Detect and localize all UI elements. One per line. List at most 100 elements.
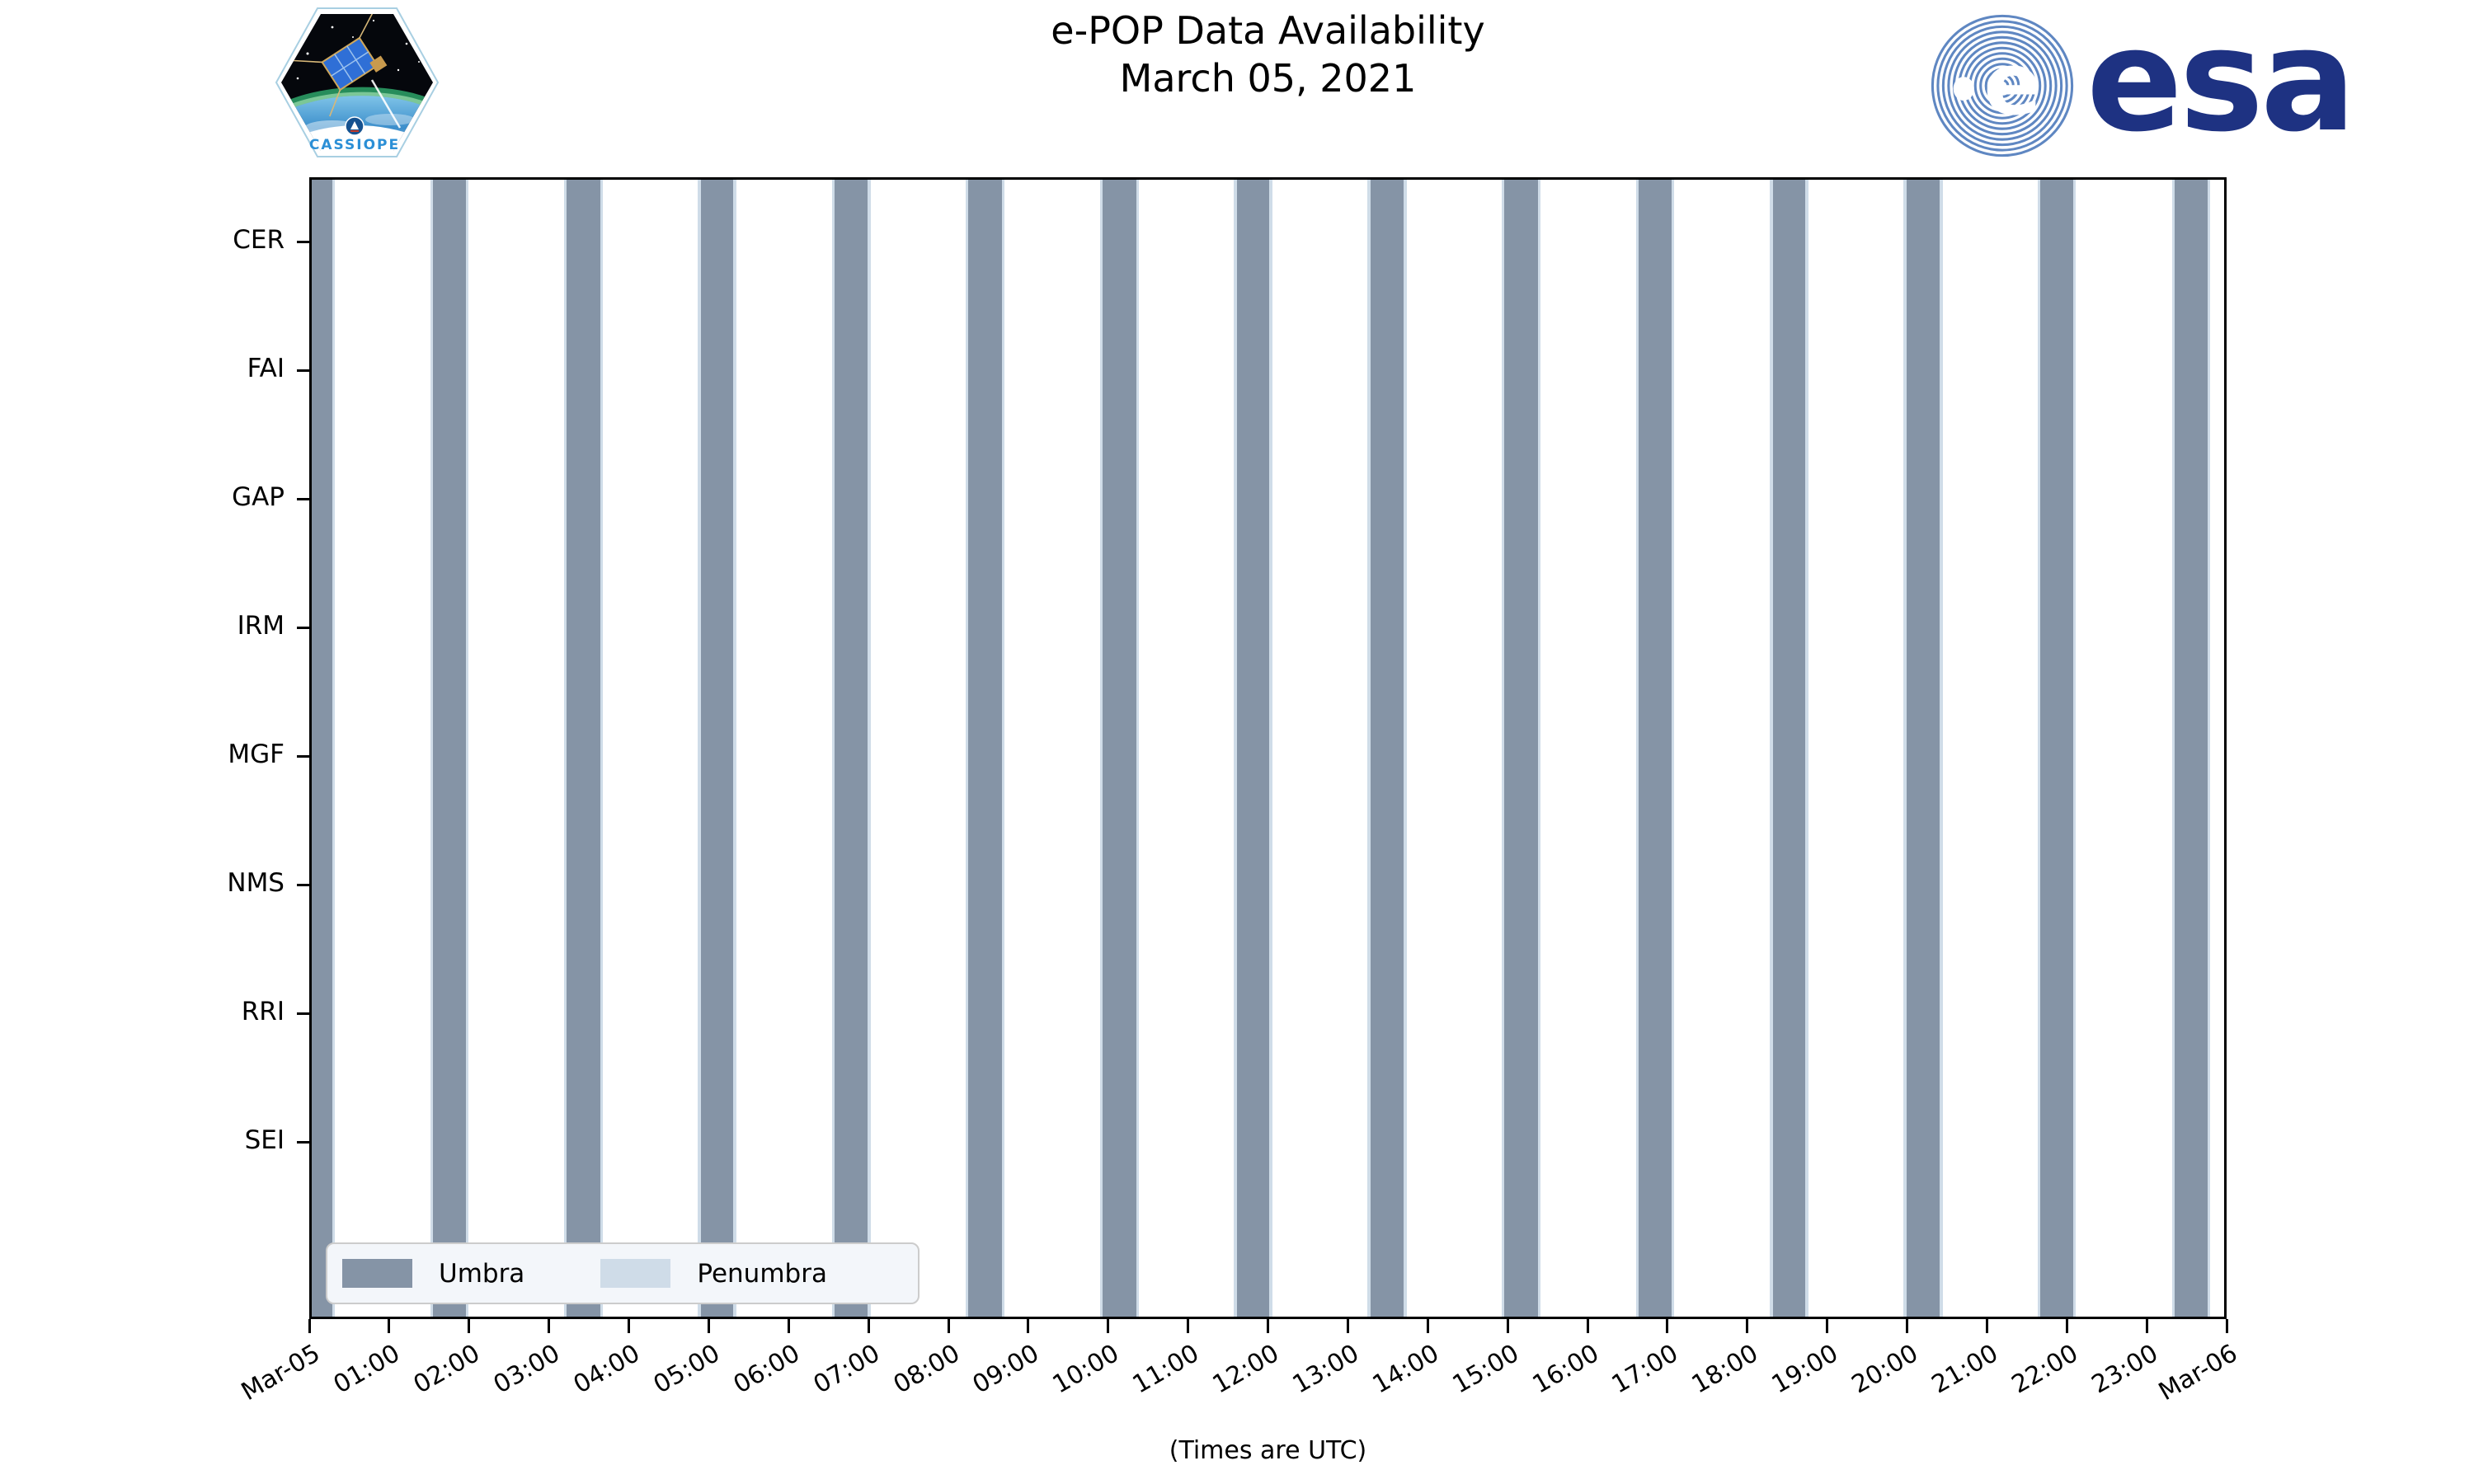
- x-tick-label: 15:00: [1447, 1339, 1524, 1400]
- y-tick-label-irm: IRM: [237, 611, 285, 641]
- x-tick: [1985, 1319, 1988, 1333]
- x-tick: [2225, 1319, 2228, 1333]
- y-tick-label-mgf: MGF: [228, 740, 285, 770]
- umbra-band: [1639, 180, 1672, 1317]
- x-tick-label: 06:00: [728, 1339, 805, 1400]
- x-tick-label: 02:00: [408, 1339, 486, 1400]
- umbra-band: [433, 180, 466, 1317]
- x-tick-label: 13:00: [1287, 1339, 1364, 1400]
- y-tick-label-sei: SEI: [244, 1125, 285, 1156]
- x-tick-label: 04:00: [568, 1339, 645, 1400]
- patch-bottom-band: [281, 125, 433, 151]
- y-tick: [297, 497, 309, 500]
- y-tick-label-cer: CER: [233, 225, 285, 256]
- legend: Umbra Penumbra: [326, 1242, 920, 1304]
- chart-title-line2: March 05, 2021: [1119, 56, 1417, 101]
- x-tick-label: 07:00: [808, 1339, 885, 1400]
- xaxis-caption: (Times are UTC): [1169, 1436, 1367, 1465]
- x-tick: [2065, 1319, 2068, 1333]
- umbra-band: [700, 180, 734, 1317]
- umbra-band: [1504, 180, 1538, 1317]
- cassiope-mission-patch: CASSIOPE: [275, 7, 440, 157]
- x-tick: [1666, 1319, 1669, 1333]
- x-tick: [1267, 1319, 1269, 1333]
- umbra-band: [1236, 180, 1270, 1317]
- x-tick-label: 08:00: [888, 1339, 965, 1400]
- y-tick: [297, 626, 309, 629]
- x-tick-label: 14:00: [1367, 1339, 1444, 1400]
- y-tick-label-gap: GAP: [232, 482, 285, 513]
- x-tick: [947, 1319, 950, 1333]
- x-tick-label: 17:00: [1606, 1339, 1684, 1400]
- legend-label-umbra: Umbra: [439, 1258, 525, 1289]
- x-tick-label: 21:00: [1926, 1339, 2003, 1400]
- x-tick-label: 03:00: [488, 1339, 566, 1400]
- patch-stars: [296, 19, 420, 80]
- x-tick-label: 09:00: [967, 1339, 1045, 1400]
- umbra-band: [1906, 180, 1940, 1317]
- x-tick: [548, 1319, 551, 1333]
- x-tick: [1746, 1319, 1749, 1333]
- y-tick: [297, 1012, 309, 1015]
- svg-text:e: e: [1983, 34, 2042, 134]
- x-tick: [867, 1319, 870, 1333]
- esa-globe-icon: e: [1931, 14, 2074, 157]
- umbra-band: [1370, 180, 1404, 1317]
- legend-swatch-umbra: [342, 1259, 412, 1288]
- y-tick: [297, 754, 309, 758]
- umbra-band: [2175, 180, 2208, 1317]
- x-tick-label: 18:00: [1686, 1339, 1764, 1400]
- x-tick: [308, 1319, 311, 1333]
- y-tick: [297, 1140, 309, 1144]
- x-tick-label: Mar-05: [237, 1339, 326, 1407]
- x-tick-label: 05:00: [648, 1339, 725, 1400]
- y-tick-label-fai: FAI: [247, 354, 285, 384]
- x-tick: [1506, 1319, 1509, 1333]
- x-tick: [1426, 1319, 1429, 1333]
- legend-label-penumbra: Penumbra: [697, 1258, 827, 1289]
- patch-aurora: [281, 87, 433, 113]
- legend-swatch-penumbra: [600, 1259, 671, 1288]
- x-tick-label: 20:00: [1846, 1339, 1923, 1400]
- chart-title-line1: e-POP Data Availability: [1051, 8, 1485, 53]
- x-tick: [388, 1319, 391, 1333]
- x-tick: [468, 1319, 471, 1333]
- x-tick: [1346, 1319, 1349, 1333]
- umbra-band: [835, 180, 868, 1317]
- umbra-band: [566, 180, 600, 1317]
- x-tick-label: 11:00: [1127, 1339, 1205, 1400]
- x-tick-label: 22:00: [2006, 1339, 2083, 1400]
- umbra-band: [1102, 180, 1136, 1317]
- patch-beam: [370, 79, 402, 129]
- x-tick: [707, 1319, 710, 1333]
- y-tick: [297, 240, 309, 243]
- x-tick: [1187, 1319, 1190, 1333]
- umbra-band: [312, 180, 333, 1317]
- x-tick: [1586, 1319, 1589, 1333]
- x-tick-label: 12:00: [1207, 1339, 1284, 1400]
- esa-wordmark: esa: [2086, 0, 2356, 163]
- x-tick: [1906, 1319, 1908, 1333]
- umbra-band: [1772, 180, 1806, 1317]
- x-tick-label: 10:00: [1047, 1339, 1125, 1400]
- x-tick-label: 23:00: [2086, 1339, 2163, 1400]
- x-tick: [787, 1319, 790, 1333]
- x-tick: [2145, 1319, 2148, 1333]
- y-tick: [297, 369, 309, 372]
- y-tick-label-rri: RRI: [241, 997, 285, 1027]
- y-tick: [297, 883, 309, 886]
- umbra-band: [968, 180, 1002, 1317]
- y-tick-label-nms: NMS: [227, 868, 285, 899]
- x-tick-label: 01:00: [328, 1339, 406, 1400]
- chart-title: e-POP Data Availability March 05, 2021: [309, 7, 2227, 102]
- x-tick: [1826, 1319, 1829, 1333]
- x-tick: [1027, 1319, 1030, 1333]
- x-tick: [1107, 1319, 1110, 1333]
- umbra-band: [2040, 180, 2073, 1317]
- plot-area: [309, 177, 2227, 1319]
- x-tick-label: 19:00: [1766, 1339, 1844, 1400]
- x-tick-label: 16:00: [1527, 1339, 1604, 1400]
- x-tick-label: Mar-06: [2154, 1339, 2243, 1407]
- patch-cassiope-text: CASSIOPE: [309, 137, 400, 153]
